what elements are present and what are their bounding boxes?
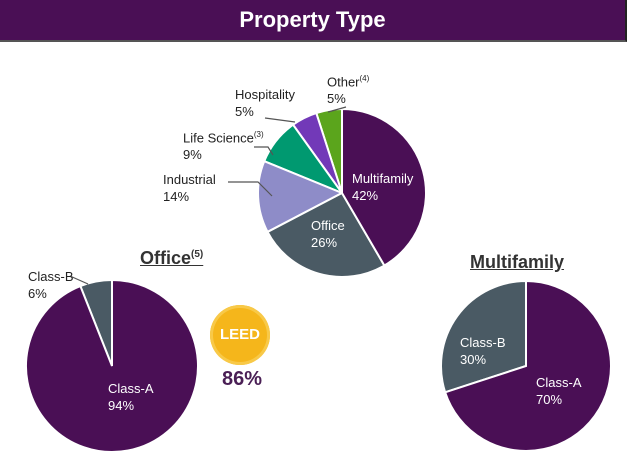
office-chart-title: Office(5) bbox=[140, 248, 204, 268]
label-hospitality: Hospitality 5% bbox=[235, 87, 295, 119]
label-industrial: Industrial 14% bbox=[163, 172, 216, 204]
page-title: Property Type bbox=[0, 0, 627, 42]
pie-slice-industrial bbox=[257, 159, 345, 234]
label-office: Office 26% bbox=[311, 218, 345, 250]
leed-logo: LEED bbox=[210, 305, 270, 365]
label-multifamily-class-a: Class-A 70% bbox=[536, 375, 582, 407]
label-other: Other(4) 5% bbox=[327, 74, 370, 107]
label-multifamily: Multifamily 42% bbox=[352, 171, 414, 203]
leed-percentage: 86% bbox=[222, 368, 263, 390]
pie-slice-multifamily bbox=[341, 107, 427, 267]
pie-slice-class-b bbox=[440, 279, 527, 394]
pie-slice-office bbox=[266, 191, 386, 278]
label-multifamily-class-b: Class-B 30% bbox=[460, 335, 506, 367]
multifamily-chart-title: Multifamily bbox=[470, 252, 565, 272]
label-office-class-a: Class-A 94% bbox=[108, 381, 154, 413]
pie-slice-class-a bbox=[443, 279, 612, 452]
leader-lines bbox=[69, 106, 347, 285]
label-life-science: Life Science(3) 9% bbox=[183, 130, 264, 163]
label-office-class-b: Class-B 6% bbox=[28, 269, 74, 301]
pie-slice-class-a bbox=[25, 278, 199, 453]
